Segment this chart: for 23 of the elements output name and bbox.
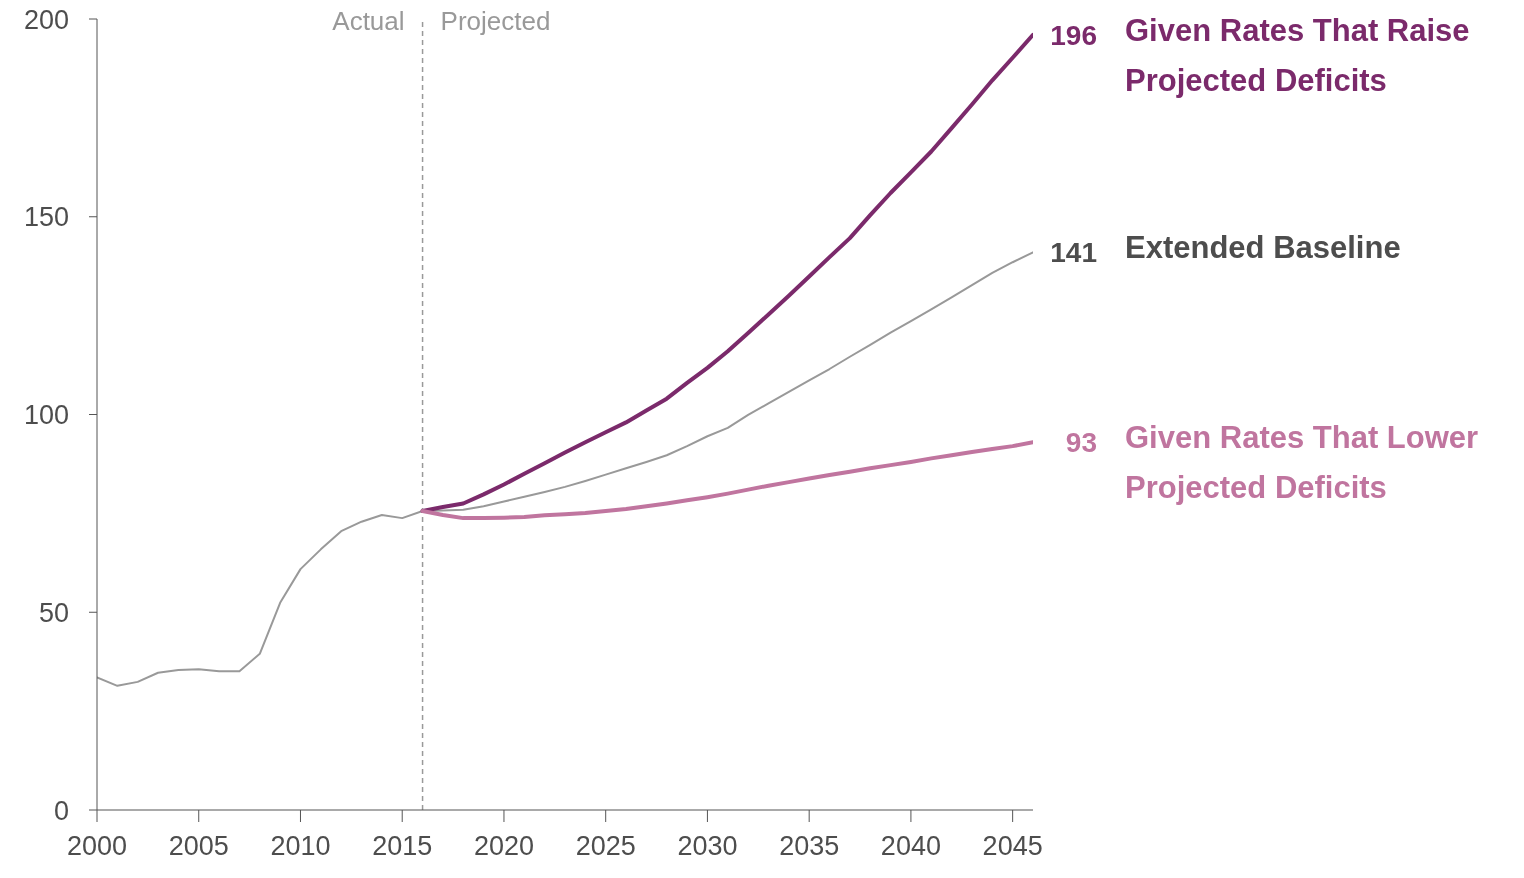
- x-tick-label: 2015: [372, 831, 433, 862]
- text: Given Rates That Raise Projected Deficits: [1125, 12, 1470, 98]
- x-tick-label: 2005: [168, 831, 229, 862]
- x-tick-label: 2020: [473, 831, 534, 862]
- y-tick-label: 0: [53, 795, 69, 826]
- y-tick-label: 50: [38, 597, 69, 628]
- y-tick-label: 200: [23, 4, 69, 35]
- text: Extended Baseline: [1125, 230, 1401, 266]
- x-tick-label: 2030: [677, 831, 738, 862]
- x-tick-label: 2045: [982, 831, 1043, 862]
- x-tick-label: 2025: [575, 831, 636, 862]
- y-tick-label: 150: [23, 202, 69, 233]
- y-tick-label: 100: [23, 400, 69, 431]
- data-label: 141: [1050, 237, 1097, 269]
- data-label: 196: [1050, 19, 1097, 51]
- text: Given Rates That Lower Projected Deficits: [1125, 420, 1479, 506]
- x-tick-label: 2040: [880, 831, 941, 862]
- x-tick-label: 2000: [66, 831, 128, 862]
- x-tick-label: 2010: [270, 831, 331, 862]
- x-tick-label: 2035: [779, 831, 840, 862]
- annotation: Actual: [332, 6, 405, 36]
- data-label: 93: [1065, 427, 1097, 459]
- annotation: Projected: [440, 6, 551, 36]
